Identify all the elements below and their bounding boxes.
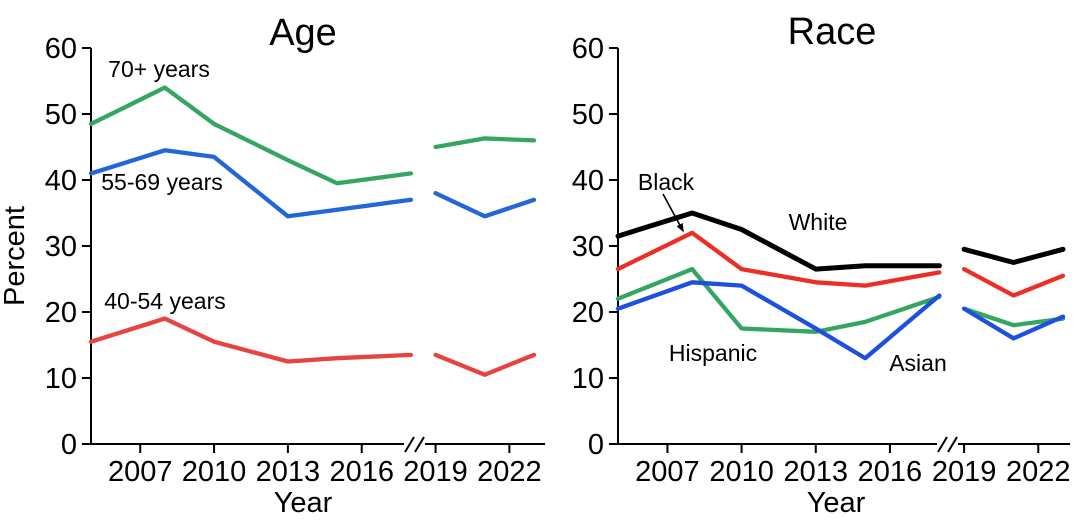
- x-tick-label: 2019: [403, 456, 468, 488]
- annotation-black: Black: [638, 169, 695, 195]
- line-70-years-seg1: [88, 85, 414, 186]
- annotation-arrowhead-icon: [676, 222, 684, 233]
- y-tick-label: 40: [45, 165, 77, 197]
- x-axis-label: Year: [274, 487, 333, 519]
- y-tick-label: 50: [45, 99, 77, 131]
- y-tick-label: 20: [572, 297, 604, 329]
- line-asian-seg2: [961, 306, 1066, 341]
- y-tick-label: 10: [572, 363, 604, 395]
- x-tick-label: 2010: [182, 456, 247, 488]
- line-asian-seg1: [615, 280, 942, 361]
- y-axis-label: Percent: [0, 206, 31, 306]
- annotation-white: White: [789, 209, 848, 235]
- line-black-seg1: [615, 230, 942, 288]
- chart-race: 0 10 20 30 40 50 60 2007 2010 2013 2016 2019 2022 Bla…: [572, 11, 1071, 519]
- x-tick-label: 2010: [709, 456, 774, 488]
- x-tick-label: 2016: [329, 456, 394, 488]
- axis-break-slash: [937, 436, 948, 453]
- x-axis-label: Year: [807, 487, 866, 519]
- annotation-70-years: 70+ years: [108, 56, 210, 82]
- annotation-40-54-years: 40-54 years: [104, 288, 225, 314]
- y-tick-label: 40: [572, 165, 604, 197]
- annotation-hispanic: Hispanic: [669, 340, 757, 366]
- axis-break-gap: [404, 439, 425, 449]
- line-55-69-years-seg1: [88, 148, 414, 219]
- annotation-asian: Asian: [889, 350, 947, 376]
- x-tick-label: 2007: [635, 456, 700, 488]
- y-tick-label: 10: [45, 363, 77, 395]
- x-tick-label: 2022: [477, 456, 542, 488]
- line-white-seg2: [961, 246, 1066, 265]
- x-tick-label: 2019: [932, 456, 997, 488]
- y-tick-label: 50: [572, 99, 604, 131]
- y-tick-label: 30: [572, 231, 604, 263]
- axis-break-slash: [404, 436, 415, 453]
- line-40-54-years-seg1: [88, 316, 414, 364]
- line-55-69-years-seg2: [433, 191, 537, 219]
- x-tick-label: 2022: [1006, 456, 1071, 488]
- axis-break-gap: [937, 439, 958, 449]
- y-tick-label: 0: [61, 429, 77, 461]
- x-tick-label: 2007: [108, 456, 173, 488]
- y-tick-label: 0: [588, 429, 604, 461]
- chart-age: 0 10 20 30 40 50 60 2007 2010 2013 2016 2019 2022 70+…: [0, 12, 545, 519]
- axis-break-slash: [414, 436, 425, 453]
- line-40-54-years-seg2: [433, 352, 537, 377]
- axis-break-slash: [947, 436, 958, 453]
- line-70-years-seg2: [433, 136, 537, 150]
- annotation-55-69-years: 55-69 years: [101, 169, 222, 195]
- annotation-arrow-line: [662, 193, 681, 226]
- y-tick-label: 30: [45, 231, 77, 263]
- y-tick-label: 60: [45, 33, 77, 65]
- line-white-seg1: [615, 210, 942, 272]
- line-hispanic-seg1: [615, 266, 942, 334]
- line-hispanic-seg2: [961, 306, 1066, 328]
- y-tick-label: 60: [572, 33, 604, 65]
- line-black-seg2: [961, 266, 1066, 298]
- x-tick-label: 2016: [858, 456, 923, 488]
- x-tick-label: 2013: [256, 456, 321, 488]
- chart-title: Race: [788, 11, 877, 53]
- y-tick-label: 20: [45, 297, 77, 329]
- chart-title: Age: [269, 12, 337, 54]
- x-tick-label: 2013: [784, 456, 849, 488]
